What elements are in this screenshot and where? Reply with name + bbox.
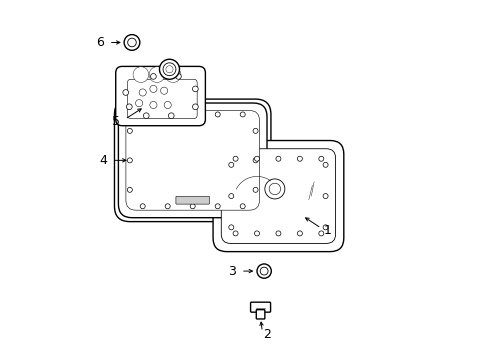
FancyBboxPatch shape: [256, 310, 264, 319]
Circle shape: [254, 231, 259, 236]
Circle shape: [264, 179, 285, 199]
FancyBboxPatch shape: [176, 196, 209, 204]
Circle shape: [257, 264, 271, 278]
Circle shape: [233, 156, 238, 161]
Circle shape: [127, 38, 136, 47]
Circle shape: [165, 112, 170, 117]
Circle shape: [160, 87, 167, 94]
Circle shape: [126, 104, 132, 110]
Circle shape: [127, 187, 132, 192]
Circle shape: [149, 67, 164, 82]
Circle shape: [275, 231, 281, 236]
Circle shape: [297, 231, 302, 236]
Circle shape: [233, 231, 238, 236]
Circle shape: [168, 113, 174, 118]
Circle shape: [192, 86, 198, 92]
Circle shape: [215, 112, 220, 117]
Circle shape: [297, 156, 302, 161]
Circle shape: [240, 204, 244, 209]
Text: 6: 6: [96, 36, 104, 49]
Circle shape: [215, 204, 220, 209]
Circle shape: [143, 113, 149, 118]
Circle shape: [124, 35, 140, 50]
FancyBboxPatch shape: [127, 79, 197, 118]
Circle shape: [260, 267, 267, 275]
Circle shape: [240, 112, 244, 117]
Circle shape: [150, 73, 156, 79]
Circle shape: [253, 187, 258, 192]
Circle shape: [149, 85, 157, 93]
Text: 4: 4: [100, 154, 107, 167]
Circle shape: [164, 102, 171, 109]
Circle shape: [159, 59, 179, 79]
Circle shape: [135, 100, 142, 107]
Circle shape: [228, 225, 233, 230]
Text: 1: 1: [323, 224, 331, 237]
Circle shape: [228, 162, 233, 167]
Circle shape: [122, 90, 128, 95]
Circle shape: [254, 156, 259, 161]
Circle shape: [253, 158, 258, 163]
Circle shape: [275, 156, 281, 161]
Circle shape: [323, 162, 327, 167]
Text: 3: 3: [227, 265, 235, 278]
FancyBboxPatch shape: [250, 302, 270, 312]
FancyBboxPatch shape: [114, 99, 270, 222]
Circle shape: [268, 183, 280, 195]
Circle shape: [323, 225, 327, 230]
Circle shape: [127, 129, 132, 134]
Circle shape: [190, 112, 195, 117]
FancyBboxPatch shape: [125, 111, 259, 210]
Circle shape: [127, 158, 132, 163]
Circle shape: [165, 67, 181, 82]
Circle shape: [165, 204, 170, 209]
Circle shape: [140, 112, 145, 117]
Circle shape: [133, 67, 148, 82]
Circle shape: [192, 104, 198, 110]
Text: 5: 5: [112, 115, 120, 128]
Circle shape: [190, 204, 195, 209]
Circle shape: [323, 194, 327, 199]
Circle shape: [165, 66, 173, 73]
Circle shape: [318, 156, 323, 161]
FancyBboxPatch shape: [116, 66, 205, 126]
Circle shape: [149, 102, 157, 109]
Circle shape: [139, 89, 146, 96]
FancyBboxPatch shape: [213, 140, 343, 252]
Circle shape: [140, 204, 145, 209]
Circle shape: [163, 63, 176, 76]
Text: 2: 2: [263, 328, 271, 341]
Circle shape: [228, 194, 233, 199]
Circle shape: [175, 73, 181, 79]
Circle shape: [253, 129, 258, 134]
Circle shape: [318, 231, 323, 236]
FancyBboxPatch shape: [118, 103, 266, 218]
FancyBboxPatch shape: [221, 149, 335, 243]
